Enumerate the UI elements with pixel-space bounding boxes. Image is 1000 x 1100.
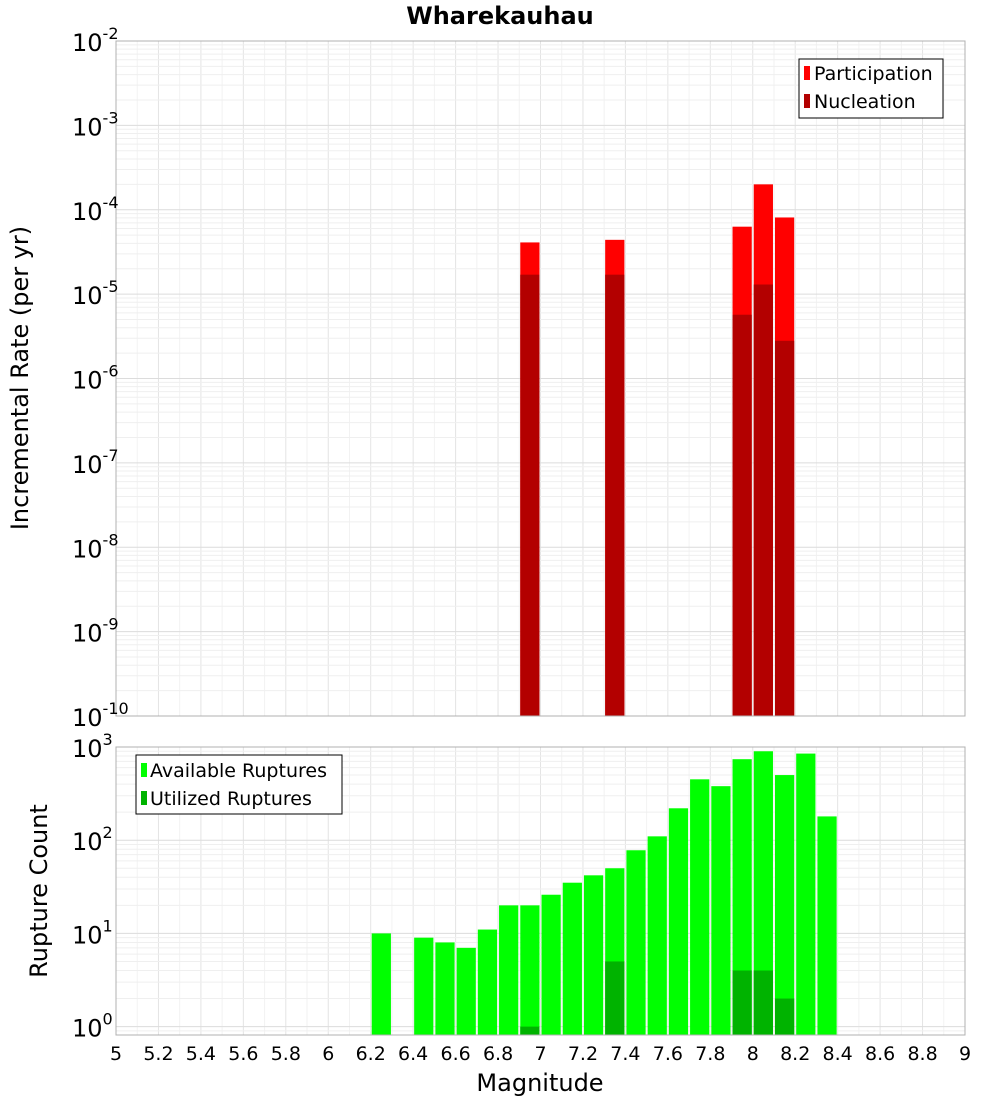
bottom-bar-available-ruptures <box>435 942 455 1035</box>
top-bar-nucleation <box>520 274 540 716</box>
x-tick-label: 8.2 <box>780 1043 810 1065</box>
y-tick-label: 10-8 <box>72 530 119 563</box>
bottom-bar-utilized-ruptures <box>732 970 752 1035</box>
bottom-bar-available-ruptures <box>732 759 752 1035</box>
bottom-y-ticks: 100 101 102 103 <box>72 730 113 1043</box>
x-tick-label: 7.2 <box>568 1043 598 1065</box>
x-ticks: 5 5.2 5.4 5.6 5.8 6 6.2 6.4 6.6 6.8 7 7.2 7.4 7.6 7.8 8… <box>110 1043 971 1065</box>
x-tick-label: 6.8 <box>483 1043 513 1065</box>
x-tick-label: 6.6 <box>440 1043 470 1065</box>
legend-swatch-utilized <box>141 791 147 805</box>
x-tick-label: 8 <box>747 1043 759 1065</box>
bottom-bar-available-ruptures <box>414 937 434 1035</box>
bottom-bar-available-ruptures <box>626 850 646 1035</box>
legend-label-available: Available Ruptures <box>150 760 327 782</box>
bottom-bar-utilized-ruptures <box>520 1026 540 1035</box>
y-tick-label: 10-10 <box>72 699 129 732</box>
bottom-bar-available-ruptures <box>774 775 795 1035</box>
bottom-bar-available-ruptures <box>668 808 689 1035</box>
x-tick-label: 7.6 <box>653 1043 683 1065</box>
y-tick-label: 100 <box>72 1010 113 1043</box>
legend-label-nucleation: Nucleation <box>814 91 916 113</box>
y-tick-label: 101 <box>72 916 113 949</box>
x-tick-label: 5.4 <box>186 1043 216 1065</box>
x-tick-label: 5.2 <box>143 1043 173 1065</box>
y-tick-label: 102 <box>72 823 113 856</box>
x-tick-label: 6.4 <box>398 1043 428 1065</box>
bottom-y-axis-label: Rupture Count <box>25 804 53 978</box>
y-tick-label: 10-2 <box>72 24 119 57</box>
bottom-bar-available-ruptures <box>690 779 710 1035</box>
top-grid <box>115 41 966 717</box>
bottom-bar-available-ruptures <box>711 786 731 1035</box>
top-legend-box <box>798 58 944 119</box>
bottom-bar-available-ruptures <box>796 753 816 1035</box>
bottom-bar-utilized-ruptures <box>774 998 795 1035</box>
x-tick-label: 8.4 <box>823 1043 853 1065</box>
bottom-bar-available-ruptures <box>456 947 476 1035</box>
legend-label-participation: Participation <box>814 63 933 85</box>
legend-swatch-nucleation <box>804 94 810 108</box>
bottom-bar-available-ruptures <box>583 875 604 1035</box>
bottom-bar-available-ruptures <box>477 929 498 1035</box>
chart-title: Wharekauhau <box>406 2 593 30</box>
bottom-bar-available-ruptures <box>562 882 582 1035</box>
bottom-bar-available-ruptures <box>541 894 561 1035</box>
bottom-bar-available-ruptures <box>499 905 519 1035</box>
top-y-ticks: 10-10 10-9 10-8 10-7 10-6 10-5 10-4 10-3 10-2 <box>72 24 129 732</box>
bottom-legend-box <box>135 754 343 815</box>
x-tick-label: 5 <box>110 1043 122 1065</box>
y-tick-label: 10-7 <box>72 446 119 479</box>
bottom-panel: 100 101 102 103 5 5.2 5.4 5.6 5.8 6 6.2 6.4 6.6 6.8 7… <box>25 730 971 1097</box>
bottom-bar-available-ruptures <box>371 933 391 1035</box>
y-tick-label: 10-4 <box>72 193 119 226</box>
top-bar-nucleation <box>732 314 752 716</box>
y-tick-label: 10-6 <box>72 362 119 395</box>
x-tick-label: 5.8 <box>271 1043 301 1065</box>
top-bars <box>520 184 795 717</box>
y-tick-label: 103 <box>72 730 113 763</box>
bottom-bar-available-ruptures <box>520 905 540 1035</box>
bottom-bar-utilized-ruptures <box>605 961 625 1035</box>
y-tick-label: 10-5 <box>72 277 119 310</box>
x-tick-label: 6 <box>322 1043 334 1065</box>
bottom-legend: Available Ruptures Utilized Ruptures <box>135 754 343 815</box>
x-tick-label: 8.6 <box>865 1043 895 1065</box>
x-tick-label: 7.4 <box>610 1043 640 1065</box>
top-plot-border <box>115 40 966 717</box>
top-bar-nucleation <box>774 340 795 716</box>
bottom-bar-available-ruptures <box>647 836 667 1035</box>
x-tick-label: 9 <box>959 1043 971 1065</box>
bottom-bar-available-ruptures <box>753 751 773 1035</box>
top-bar-nucleation <box>605 274 625 716</box>
y-tick-label: 10-9 <box>72 615 119 648</box>
legend-swatch-available <box>141 763 147 777</box>
bottom-bars <box>371 751 837 1035</box>
x-tick-label: 6.2 <box>356 1043 386 1065</box>
x-tick-label: 7 <box>534 1043 546 1065</box>
top-panel: 10-10 10-9 10-8 10-7 10-6 10-5 10-4 10-3 10-2 In… <box>6 24 966 732</box>
bottom-plot-border <box>115 746 966 1036</box>
x-tick-label: 5.6 <box>228 1043 258 1065</box>
legend-label-utilized: Utilized Ruptures <box>150 788 312 810</box>
top-legend: Participation Nucleation <box>798 58 944 119</box>
top-y-axis-label: Incremental Rate (per yr) <box>6 226 34 530</box>
legend-swatch-participation <box>804 66 810 80</box>
top-bar-nucleation <box>753 284 773 716</box>
bottom-bar-utilized-ruptures <box>753 970 773 1035</box>
y-tick-label: 10-3 <box>72 108 119 141</box>
x-tick-label: 8.8 <box>907 1043 937 1065</box>
bottom-bar-available-ruptures <box>817 816 837 1035</box>
x-tick-label: 7.8 <box>695 1043 725 1065</box>
x-axis-label: Magnitude <box>476 1069 603 1097</box>
